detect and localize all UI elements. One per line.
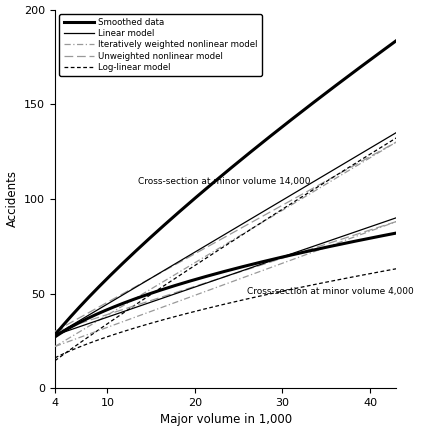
X-axis label: Major volume in 1,000: Major volume in 1,000 [159,413,292,426]
Iteratively weighted nonlinear model [215,247,220,252]
Linear model [215,236,220,241]
Log-linear model [394,135,399,140]
Unweighted nonlinear model [385,144,391,149]
Text: Cross-section at minor volume 14,000: Cross-section at minor volume 14,000 [138,177,311,186]
Unweighted nonlinear model [52,329,57,334]
Linear model [385,135,391,140]
Line: Linear model: Linear model [55,133,396,335]
Linear model [332,167,337,172]
Iteratively weighted nonlinear model [237,233,242,238]
Unweighted nonlinear model [215,239,220,244]
Iteratively weighted nonlinear model [385,144,391,149]
Iteratively weighted nonlinear model [217,246,222,251]
Line: Unweighted nonlinear model: Unweighted nonlinear model [55,142,396,331]
Unweighted nonlinear model [332,174,337,179]
Log-linear model [332,174,337,179]
Smoothed data [217,175,222,181]
Unweighted nonlinear model [217,238,222,243]
Linear model [52,333,57,338]
Smoothed data [215,177,220,182]
Line: Iteratively weighted nonlinear model: Iteratively weighted nonlinear model [55,142,396,346]
Unweighted nonlinear model [255,216,261,221]
Smoothed data [385,44,391,49]
Linear model [255,212,261,217]
Y-axis label: Accidents: Accidents [6,170,19,227]
Log-linear model [237,234,242,239]
Iteratively weighted nonlinear model [394,140,399,145]
Linear model [237,223,242,228]
Log-linear model [215,248,220,254]
Log-linear model [52,358,57,363]
Iteratively weighted nonlinear model [52,344,57,349]
Line: Smoothed data: Smoothed data [55,41,396,335]
Smoothed data [394,38,399,43]
Line: Log-linear model: Log-linear model [55,138,396,361]
Smoothed data [52,332,57,337]
Text: Cross-section at minor volume 4,000: Cross-section at minor volume 4,000 [247,286,414,295]
Unweighted nonlinear model [237,226,242,232]
Iteratively weighted nonlinear model [255,222,261,227]
Unweighted nonlinear model [394,140,399,145]
Iteratively weighted nonlinear model [332,176,337,181]
Log-linear model [217,247,222,252]
Smoothed data [255,143,261,149]
Log-linear model [255,222,261,227]
Smoothed data [332,84,337,89]
Legend: Smoothed data, Linear model, Iteratively weighted nonlinear model, Unweighted no: Smoothed data, Linear model, Iteratively… [59,14,262,76]
Log-linear model [385,140,391,146]
Linear model [217,235,222,240]
Linear model [394,130,399,135]
Smoothed data [237,158,242,163]
